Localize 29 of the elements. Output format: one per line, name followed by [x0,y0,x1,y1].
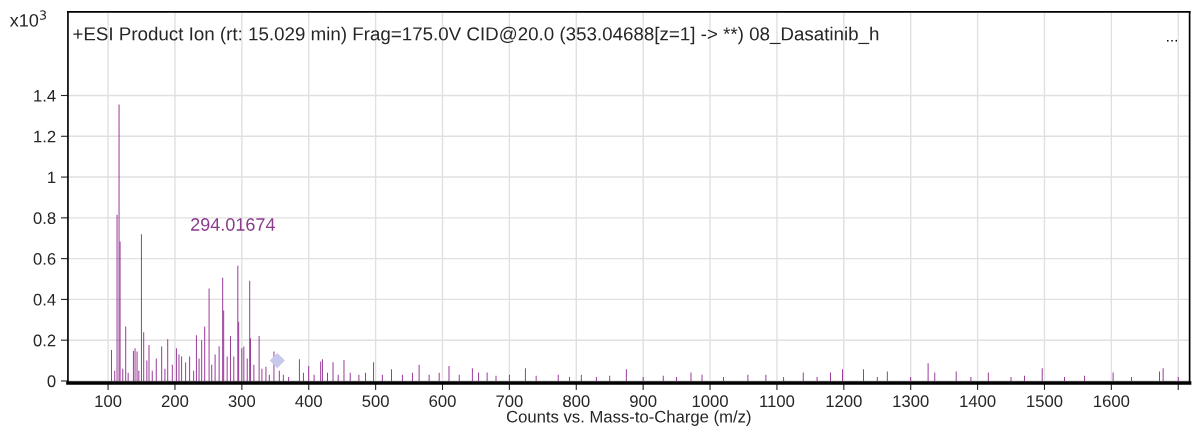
x-tick-label: 1100 [760,395,795,408]
y-tick-label: 1.4 [34,90,56,102]
x-axis-title: Counts vs. Mass-to-Charge (m/z) [506,410,751,426]
annotation: 294.01674 [191,218,275,231]
y-tick-label: 0 [47,375,56,388]
text: +ESI Product Ion (rt: 15.029 min) Frag=175.0V CID@20.0 (353.04688[z=1] -> **) 08_Dasatinib_h [73,26,879,45]
x-tick-label: 1500 [1027,395,1063,408]
x-tick-label: 800 [563,395,590,408]
x-tick-label: 1300 [893,395,929,408]
y-tick-label: 1 [48,171,56,184]
x-tick-label: 600 [429,395,456,408]
x-tick-label: 400 [295,395,322,408]
x-tick-label: 500 [362,395,389,408]
x-tick-label: 300 [228,395,256,408]
y-tick-label: 0.4 [33,293,56,306]
x-tick-label: 700 [496,395,523,408]
y-axis-title: x10$^{3}$ [9,10,47,27]
y-tick-label: 0.2 [33,334,56,347]
y-tick-label: 1.2 [34,130,56,143]
x-tick-label: 900 [630,395,657,408]
y-tick-label: 0.6 [33,253,56,265]
x-tick-label: 1200 [826,395,862,408]
x-tick-label: 1000 [692,395,728,408]
x-tick-label: 100 [95,395,122,408]
x-tick-label: 1400 [960,395,996,408]
x-tick-label: 200 [161,395,189,408]
y-tick-label: 0.8 [33,212,56,225]
x-tick-label: 1600 [1094,395,1130,408]
annotation: ... [1167,39,1178,42]
